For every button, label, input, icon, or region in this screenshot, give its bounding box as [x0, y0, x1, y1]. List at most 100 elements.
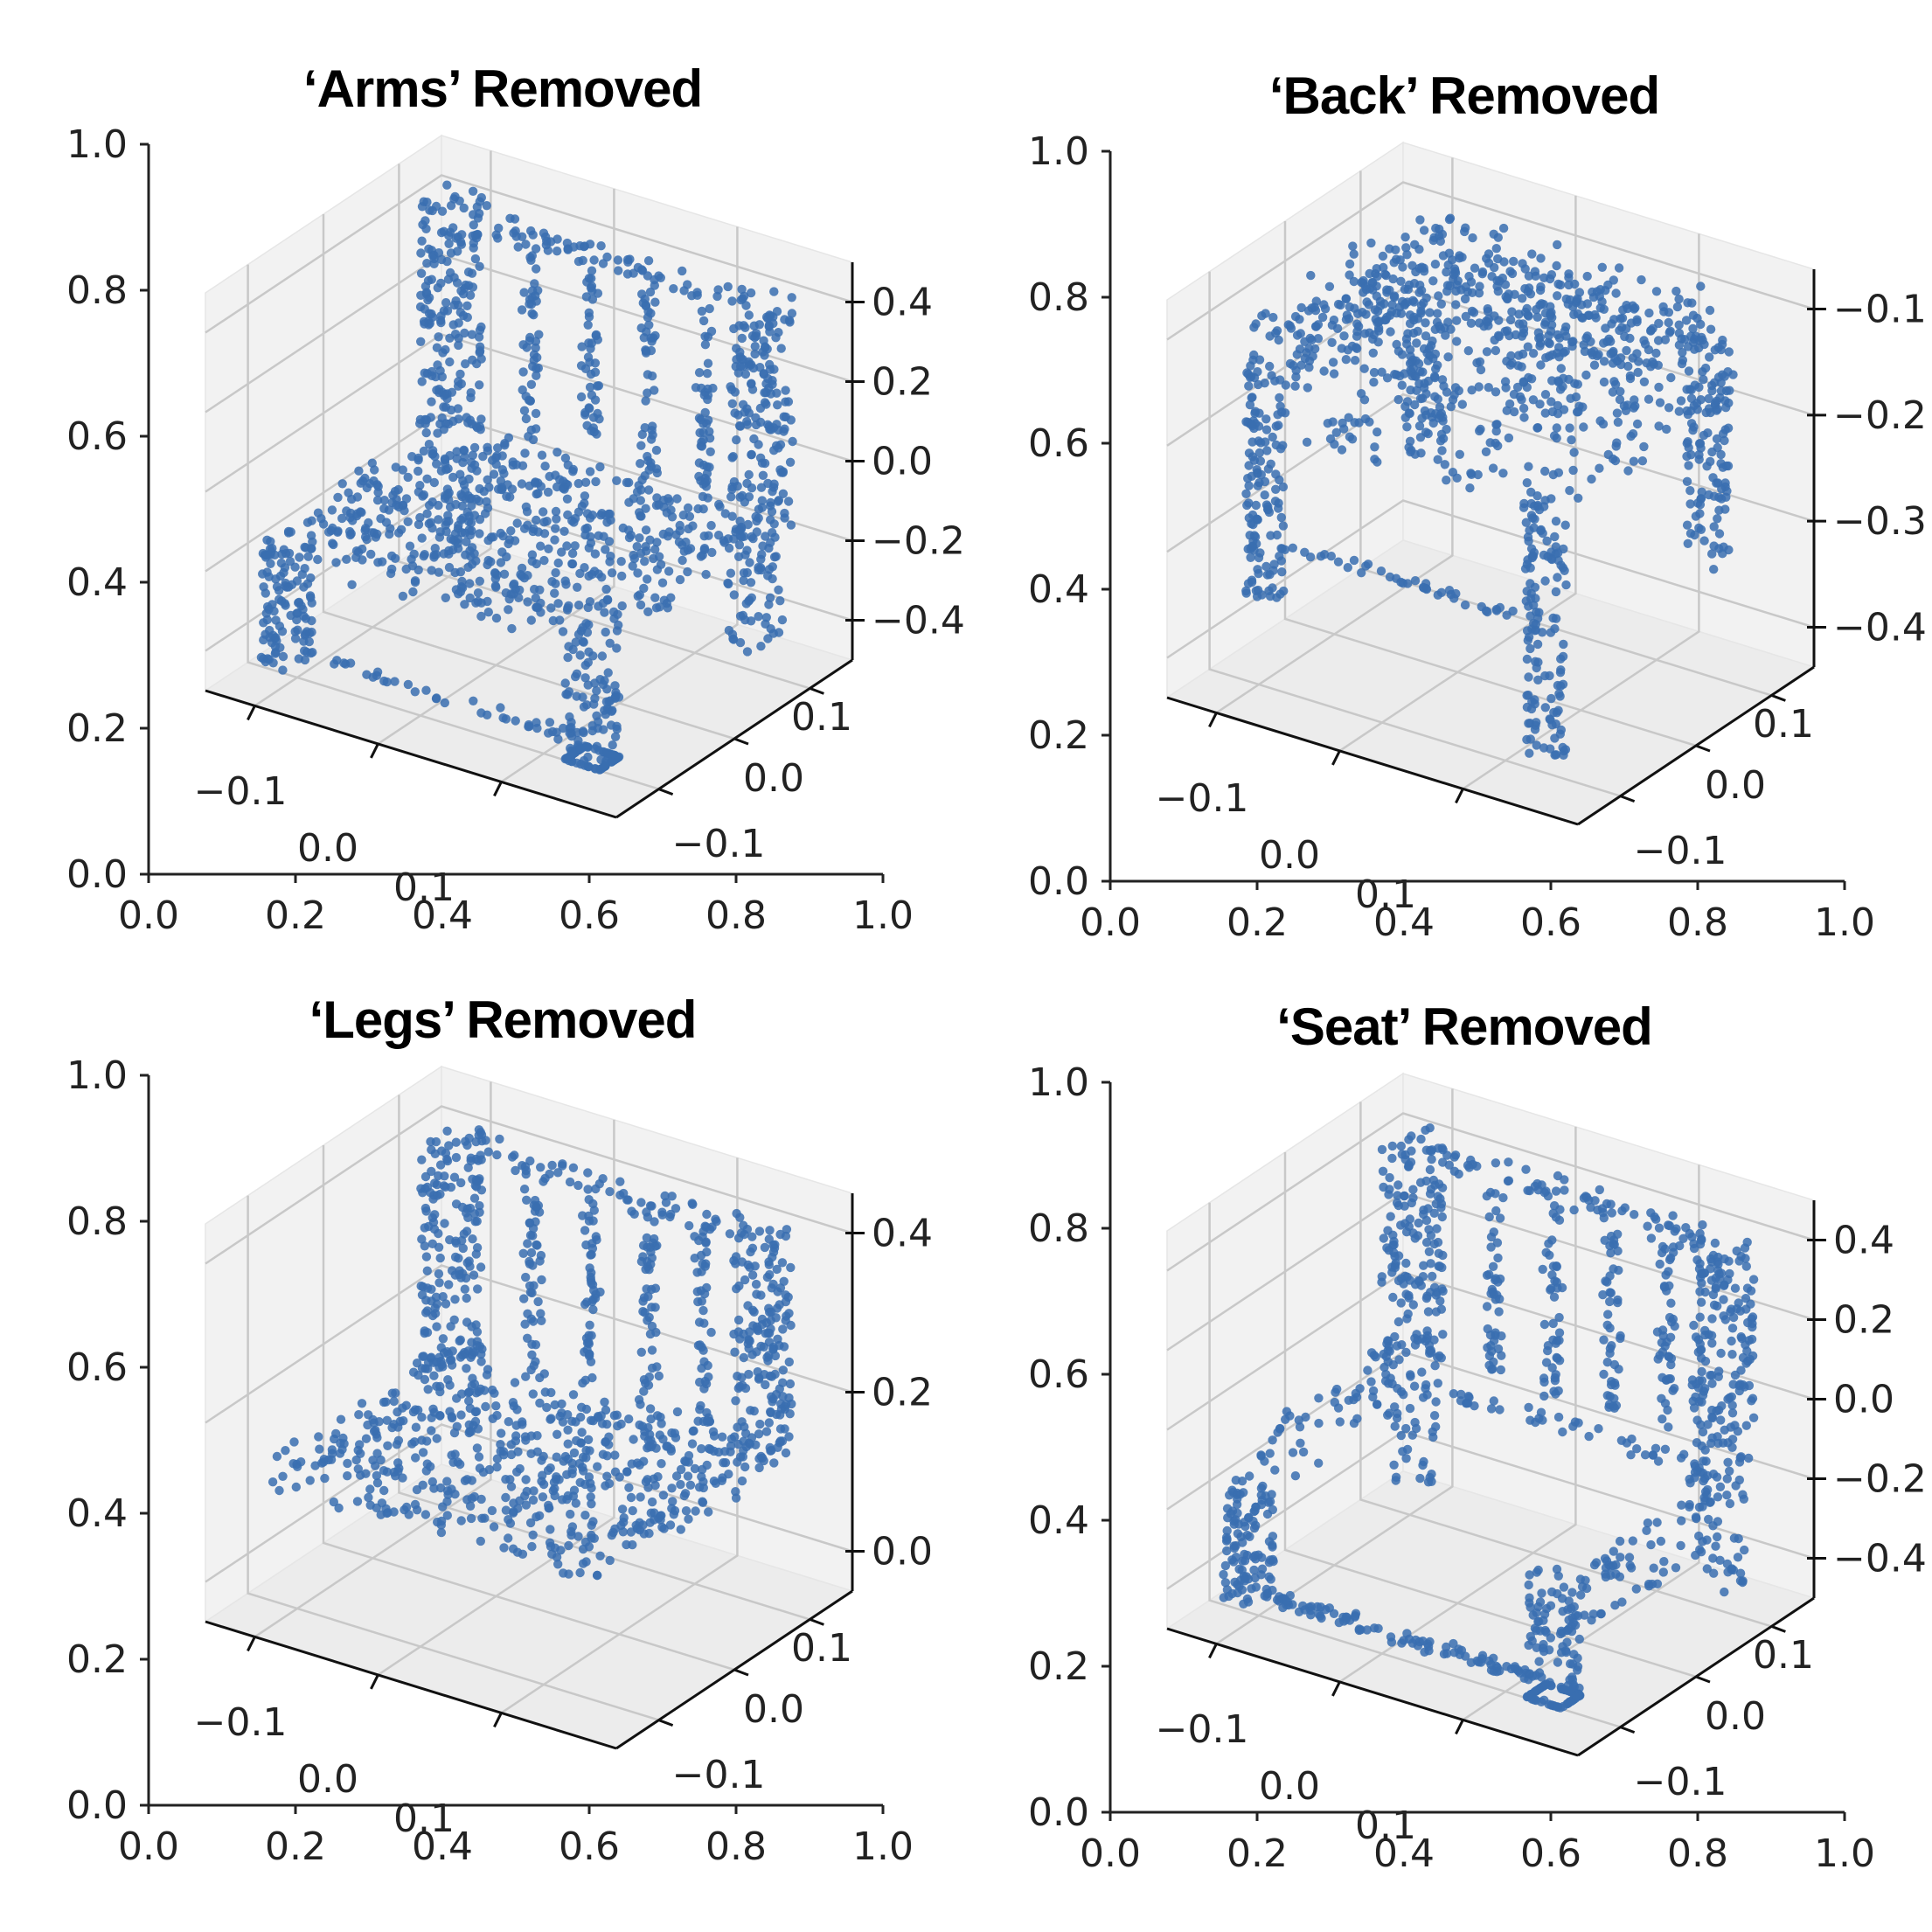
data-point	[1410, 1340, 1421, 1350]
data-point	[565, 728, 574, 738]
data-point	[647, 1497, 657, 1507]
data-point	[420, 419, 430, 428]
data-point	[445, 1355, 455, 1366]
data-point	[1746, 1286, 1756, 1296]
data-point	[1707, 380, 1717, 391]
data-point	[1707, 1314, 1717, 1324]
data-point	[470, 1416, 481, 1427]
data-point	[1665, 326, 1675, 336]
data-point	[636, 600, 646, 610]
data-point	[434, 1268, 444, 1279]
data-point	[1407, 261, 1417, 270]
data-point	[1482, 1270, 1492, 1280]
data-point	[539, 507, 548, 517]
data-point	[1582, 271, 1592, 281]
data-point	[278, 665, 288, 675]
data-point	[1655, 1351, 1664, 1360]
data-point	[547, 726, 558, 737]
data-point	[1606, 1248, 1616, 1258]
data-point	[576, 626, 587, 636]
data-point	[546, 1463, 555, 1473]
data-point	[403, 517, 413, 526]
data-point	[765, 424, 775, 434]
data-point	[744, 310, 754, 320]
data-point	[519, 288, 529, 297]
data-point	[455, 567, 466, 577]
data-point	[618, 1527, 628, 1537]
data-point	[756, 483, 767, 492]
data-point	[476, 414, 486, 424]
data-point	[534, 1511, 545, 1520]
data-point	[717, 1476, 726, 1485]
data-point	[733, 552, 744, 561]
data-point	[601, 1437, 610, 1447]
data-point	[1619, 401, 1630, 411]
data-point	[455, 1352, 466, 1362]
data-point	[547, 1160, 557, 1171]
data-point	[1708, 473, 1718, 483]
data-point	[449, 1172, 460, 1182]
data-point	[1676, 396, 1686, 406]
data-point	[662, 508, 671, 518]
data-point	[417, 202, 427, 212]
data-point	[1639, 336, 1649, 345]
data-point	[1664, 1352, 1673, 1361]
data-point	[565, 1177, 575, 1187]
x3d-axis-line	[205, 689, 617, 819]
data-point	[1438, 1250, 1448, 1261]
data-point	[1402, 422, 1412, 432]
data-point	[271, 574, 281, 584]
data-point	[427, 1166, 436, 1177]
data-point	[1697, 1278, 1706, 1288]
data-point	[1494, 316, 1504, 325]
data-point	[1220, 1578, 1231, 1588]
data-point	[639, 1386, 649, 1396]
data-point	[1502, 357, 1512, 366]
data-point	[742, 546, 752, 555]
data-point	[635, 1420, 644, 1430]
data-point	[1602, 1320, 1612, 1330]
data-point	[1559, 1582, 1569, 1592]
data-point	[415, 512, 425, 523]
data-point	[560, 678, 570, 688]
data-point	[572, 758, 581, 768]
data-point	[1421, 584, 1432, 594]
data-point	[552, 1553, 562, 1562]
point-cloud	[256, 180, 797, 775]
data-point	[414, 1405, 423, 1415]
data-point	[304, 629, 315, 638]
data-point	[730, 387, 740, 397]
data-point	[364, 1492, 373, 1503]
data-point	[450, 191, 460, 202]
data-point	[1484, 383, 1493, 393]
data-point	[420, 281, 431, 291]
data-point	[590, 678, 600, 688]
data-point	[356, 1449, 365, 1458]
data-point	[640, 557, 650, 566]
data-point	[333, 492, 343, 503]
z3d-tick-label: −0.2	[1833, 1457, 1927, 1502]
data-point	[769, 1458, 779, 1468]
data-point	[737, 532, 747, 542]
data-point	[1610, 379, 1621, 389]
data-point	[785, 1409, 795, 1419]
data-point	[1395, 255, 1405, 265]
data-point	[1247, 577, 1257, 587]
data-point	[632, 542, 642, 552]
chart-title: ‘Legs’ Removed	[309, 990, 697, 1049]
data-point	[616, 1419, 626, 1429]
data-point	[537, 1275, 546, 1285]
data-point	[329, 1497, 338, 1507]
data-point	[494, 223, 504, 233]
data-point	[390, 677, 400, 686]
data-point	[1662, 424, 1671, 434]
data-point	[733, 1234, 744, 1243]
data-point	[573, 735, 583, 746]
y-tick-label: 0.4	[66, 1491, 128, 1536]
data-point	[785, 1379, 796, 1389]
data-point	[1431, 223, 1441, 233]
data-point	[306, 573, 316, 583]
data-point	[520, 448, 530, 458]
data-point	[1539, 1391, 1549, 1401]
data-point	[775, 1424, 786, 1434]
